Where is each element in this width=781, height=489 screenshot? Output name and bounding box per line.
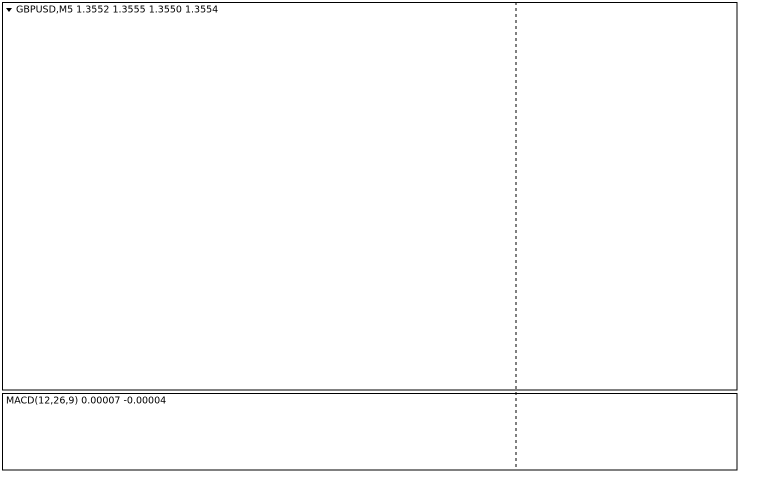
macd-panel-frame: [2, 393, 738, 471]
indicator-title: MACD(12,26,9) 0.00007 -0.00004: [6, 396, 166, 407]
chart-title: GBPUSD,M5 1.3552 1.3555 1.3550 1.3554: [16, 5, 218, 16]
symbol-menu-icon[interactable]: [6, 8, 12, 12]
price-panel-frame: [2, 2, 738, 391]
